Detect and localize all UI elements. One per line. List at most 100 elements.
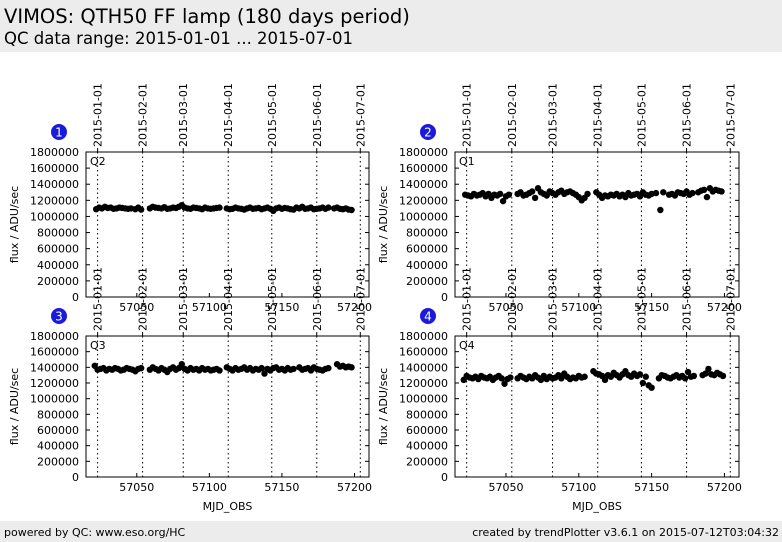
panel-number-badge [51,308,67,324]
plot-frame [85,151,370,298]
y-tick-label: 600000 [406,243,448,256]
x-tick-label: 57200 [337,481,372,494]
x-tick-label: 57150 [634,301,669,314]
y-tick-label: 1800000 [30,330,79,343]
data-point [499,197,507,205]
data-point [531,194,539,202]
y-tick-label: 1400000 [399,178,448,191]
page-title: VIMOS: QTH50 FF lamp (180 days period) [4,5,410,28]
chart-panel-3: 2015-01-01 2015-02-01 2015-03-01 2015-04-01… [8,267,372,513]
date-tick-label: 2015-01-01 [92,83,105,147]
quadrant-label: Q3 [90,339,106,352]
header-bar: VIMOS: QTH50 FF lamp (180 days period) Q… [0,0,782,52]
y-tick-label: 1000000 [399,210,448,223]
date-tick-label: 2015-05-01 [266,83,279,147]
y-tick-label: 1800000 [399,146,448,159]
x-tick-label: 57050 [488,301,523,314]
y-tick-label: 0 [72,471,79,484]
data-point [702,370,709,377]
plot-frame [85,335,370,478]
panel-number-badge [51,124,67,140]
date-tick-label: 2015-03-01 [177,83,190,147]
x-axis-label: MJD_OBS [203,500,253,513]
data-point [261,370,268,377]
data-point [718,188,725,195]
data-point [178,361,185,368]
panel-number-label: 3 [55,310,63,324]
y-tick-label: 1400000 [30,178,79,191]
y-tick-label: 1600000 [399,346,448,359]
y-tick-label: 1400000 [30,361,79,374]
data-point [652,189,660,197]
date-tick-label: 2015-05-01 [635,83,648,147]
date-tick-label: 2015-03-01 [177,267,190,331]
y-tick-label: 800000 [37,408,79,421]
y-tick-label: 1600000 [399,162,448,175]
data-point [528,188,536,195]
x-tick-label: 57200 [707,301,742,314]
date-tick-label: 2015-03-01 [547,83,560,147]
data-point [719,372,727,380]
date-tick-label: 2015-04-01 [222,83,235,147]
date-tick-label: 2015-01-01 [461,83,474,147]
date-tick-label: 2015-04-01 [592,267,605,331]
x-tick-label: 57150 [634,481,669,494]
y-axis-label: flux / ADU/sec [377,186,390,263]
y-tick-label: 400000 [406,440,448,453]
y-tick-label: 0 [72,291,79,304]
data-point [258,364,265,372]
date-tick-label: 2015-06-01 [311,267,324,331]
x-tick-label: 57150 [264,301,299,314]
footer-credit[interactable]: powered by QC: www.eso.org/HC [4,526,186,539]
x-tick-label: 57100 [192,481,227,494]
y-tick-label: 0 [441,291,448,304]
data-point [684,368,692,376]
y-tick-label: 200000 [406,275,448,288]
x-axis-label: MJD_OBS [572,500,622,513]
x-tick-label: 57200 [707,481,742,494]
date-tick-label: 2015-07-01 [724,83,737,147]
date-tick-label: 2015-05-01 [266,267,279,331]
y-tick-label: 1200000 [399,377,448,390]
date-tick-label: 2015-02-01 [506,267,519,331]
date-tick-label: 2015-06-01 [311,83,324,147]
y-tick-label: 600000 [37,424,79,437]
x-tick-label: 57200 [337,301,372,314]
data-point [348,364,355,371]
data-point [325,204,332,211]
y-tick-label: 0 [441,471,448,484]
y-tick-label: 1800000 [399,330,448,343]
panel-number-badge [420,308,436,324]
data-point [137,206,145,213]
data-point [689,189,696,197]
y-tick-label: 200000 [406,455,448,468]
date-tick-label: 2015-01-01 [92,267,105,331]
date-tick-label: 2015-02-01 [137,267,150,331]
data-point [216,367,223,374]
data-point [642,373,649,380]
data-point [505,191,513,198]
data-point [705,365,712,373]
data-point [137,364,145,372]
y-tick-label: 400000 [37,440,79,453]
panel-number-label: 2 [424,126,432,140]
y-tick-label: 1000000 [30,210,79,223]
data-point [348,206,355,214]
x-tick-label: 57050 [119,301,154,314]
x-tick-label: 57100 [192,301,227,314]
data-point [660,189,667,196]
data-point [558,375,565,382]
data-point [681,375,689,382]
y-tick-label: 1800000 [30,146,79,159]
y-tick-label: 1600000 [30,346,79,359]
panel-number-label: 4 [424,310,432,324]
y-tick-label: 200000 [37,275,79,288]
quadrant-label: Q4 [459,339,475,352]
quadrant-label: Q2 [90,155,106,168]
date-tick-label: 2015-04-01 [592,83,605,147]
chart-panel-4: 2015-01-01 2015-02-01 2015-03-01 2015-04-01… [377,267,742,513]
chart-panel-2: 2015-01-01 2015-02-01 2015-03-01 2015-04-01… [377,83,742,314]
data-point [507,374,514,381]
data-point [496,190,504,198]
chart-panel-1: 2015-01-01 2015-02-01 2015-03-01 2015-04-01… [8,83,372,314]
